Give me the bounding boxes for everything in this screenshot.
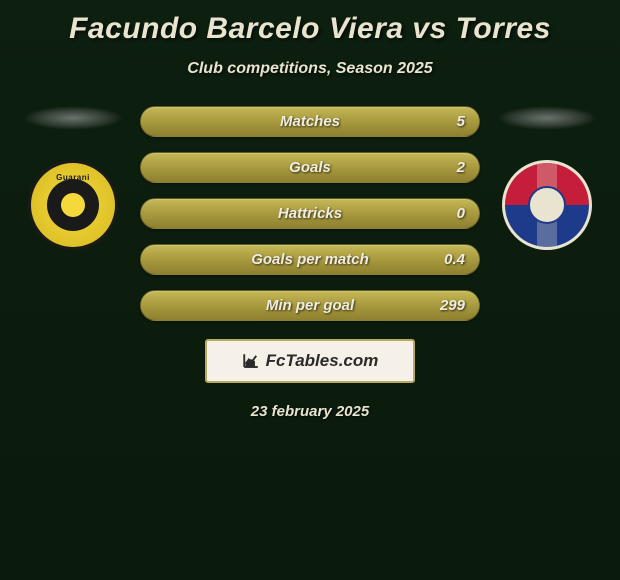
right-club-badge	[502, 160, 592, 250]
left-club-badge: Guarani	[28, 160, 118, 250]
stat-bar-goals-per-match: Goals per match 0.4	[140, 244, 480, 275]
left-player-shadow	[23, 106, 123, 130]
footer-date: 23 february 2025	[0, 403, 620, 420]
left-club-badge-text: Guarani	[56, 173, 90, 182]
brand-text: FcTables.com	[266, 351, 379, 371]
stat-bar-goals: Goals 2	[140, 152, 480, 183]
right-player-shadow	[497, 106, 597, 130]
stat-right-value: 0	[457, 205, 465, 222]
subtitle: Club competitions, Season 2025	[0, 60, 620, 78]
stat-bar-min-per-goal: Min per goal 299	[140, 290, 480, 321]
stat-right-value: 2	[457, 159, 465, 176]
stat-label: Matches	[280, 113, 340, 130]
right-player-column	[492, 106, 602, 250]
stat-label: Goals per match	[251, 251, 369, 268]
comparison-row: Guarani Matches 5 Goals 2 Hattricks 0 Go…	[0, 106, 620, 321]
stat-right-value: 299	[440, 297, 465, 314]
stat-right-value: 5	[457, 113, 465, 130]
stat-bar-hattricks: Hattricks 0	[140, 198, 480, 229]
stat-right-value: 0.4	[444, 251, 465, 268]
chart-icon	[242, 352, 260, 370]
stat-label: Hattricks	[278, 205, 342, 222]
stat-bar-matches: Matches 5	[140, 106, 480, 137]
stat-bars-column: Matches 5 Goals 2 Hattricks 0 Goals per …	[140, 106, 480, 321]
stat-label: Min per goal	[266, 297, 354, 314]
left-player-column: Guarani	[18, 106, 128, 250]
stat-label: Goals	[289, 159, 331, 176]
page-title: Facundo Barcelo Viera vs Torres	[0, 0, 620, 46]
brand-box[interactable]: FcTables.com	[205, 339, 415, 383]
